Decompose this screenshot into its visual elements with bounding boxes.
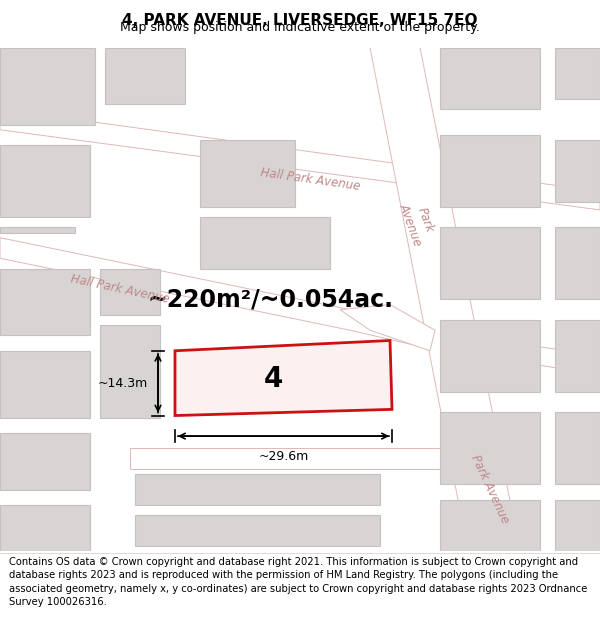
Polygon shape bbox=[555, 140, 600, 202]
Polygon shape bbox=[555, 48, 600, 99]
Polygon shape bbox=[0, 351, 90, 418]
Polygon shape bbox=[555, 500, 600, 551]
Polygon shape bbox=[100, 325, 160, 418]
Text: ~220m²/~0.054ac.: ~220m²/~0.054ac. bbox=[147, 288, 393, 311]
Text: ~14.3m: ~14.3m bbox=[98, 377, 148, 389]
Polygon shape bbox=[100, 269, 160, 315]
Text: Park Avenue: Park Avenue bbox=[469, 453, 512, 526]
Polygon shape bbox=[555, 412, 600, 484]
Polygon shape bbox=[200, 140, 295, 207]
Polygon shape bbox=[200, 217, 330, 269]
Polygon shape bbox=[440, 228, 540, 299]
Polygon shape bbox=[0, 433, 90, 489]
Polygon shape bbox=[0, 505, 90, 551]
Polygon shape bbox=[440, 412, 540, 484]
Polygon shape bbox=[0, 48, 95, 124]
Polygon shape bbox=[105, 48, 185, 104]
Polygon shape bbox=[340, 304, 435, 351]
Text: 4, PARK AVENUE, LIVERSEDGE, WF15 7EQ: 4, PARK AVENUE, LIVERSEDGE, WF15 7EQ bbox=[122, 13, 478, 28]
Polygon shape bbox=[440, 320, 540, 392]
Polygon shape bbox=[0, 238, 600, 374]
Text: Contains OS data © Crown copyright and database right 2021. This information is : Contains OS data © Crown copyright and d… bbox=[9, 557, 587, 607]
Polygon shape bbox=[0, 228, 75, 232]
Polygon shape bbox=[440, 135, 540, 207]
Text: Hall Park Avenue: Hall Park Avenue bbox=[70, 272, 170, 306]
Text: 4: 4 bbox=[263, 365, 283, 393]
Polygon shape bbox=[175, 341, 392, 416]
Polygon shape bbox=[135, 474, 380, 505]
Polygon shape bbox=[555, 228, 600, 299]
Polygon shape bbox=[135, 515, 380, 546]
Polygon shape bbox=[440, 48, 540, 109]
Text: ~29.6m: ~29.6m bbox=[259, 451, 308, 464]
Polygon shape bbox=[0, 109, 600, 210]
Text: Hall Park Avenue: Hall Park Avenue bbox=[259, 166, 361, 192]
Polygon shape bbox=[0, 145, 90, 217]
Polygon shape bbox=[130, 449, 470, 469]
Polygon shape bbox=[0, 269, 90, 336]
Polygon shape bbox=[370, 48, 520, 551]
Text: Map shows position and indicative extent of the property.: Map shows position and indicative extent… bbox=[120, 21, 480, 34]
Polygon shape bbox=[555, 320, 600, 392]
Polygon shape bbox=[440, 500, 540, 551]
Text: Park
Avenue: Park Avenue bbox=[397, 197, 439, 248]
